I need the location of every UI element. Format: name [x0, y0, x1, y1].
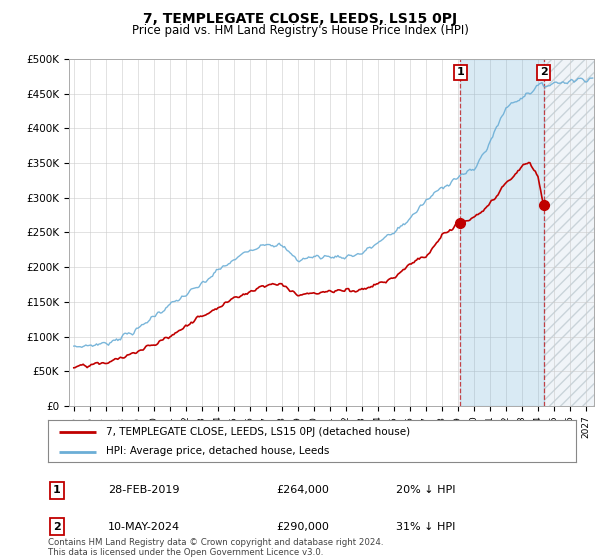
Text: Contains HM Land Registry data © Crown copyright and database right 2024.
This d: Contains HM Land Registry data © Crown c…	[48, 538, 383, 557]
Bar	[544, 59, 594, 406]
Text: 2: 2	[53, 522, 61, 532]
Text: 31% ↓ HPI: 31% ↓ HPI	[396, 522, 455, 532]
Text: 7, TEMPLEGATE CLOSE, LEEDS, LS15 0PJ (detached house): 7, TEMPLEGATE CLOSE, LEEDS, LS15 0PJ (de…	[106, 427, 410, 437]
Text: 20% ↓ HPI: 20% ↓ HPI	[396, 486, 455, 496]
Text: 2: 2	[540, 68, 548, 77]
Text: Price paid vs. HM Land Registry's House Price Index (HPI): Price paid vs. HM Land Registry's House …	[131, 24, 469, 36]
Text: 28-FEB-2019: 28-FEB-2019	[108, 486, 179, 496]
Bar	[544, 59, 594, 406]
Text: 1: 1	[457, 68, 464, 77]
Bar	[460, 59, 544, 406]
Text: £264,000: £264,000	[276, 486, 329, 496]
Text: 1: 1	[53, 486, 61, 496]
Text: 7, TEMPLEGATE CLOSE, LEEDS, LS15 0PJ: 7, TEMPLEGATE CLOSE, LEEDS, LS15 0PJ	[143, 12, 457, 26]
Text: HPI: Average price, detached house, Leeds: HPI: Average price, detached house, Leed…	[106, 446, 329, 456]
Text: 10-MAY-2024: 10-MAY-2024	[108, 522, 180, 532]
Text: £290,000: £290,000	[276, 522, 329, 532]
